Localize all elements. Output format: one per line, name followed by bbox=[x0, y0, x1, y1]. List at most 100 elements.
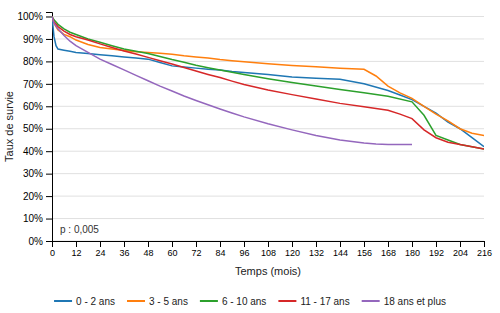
y-tick-label: 90% bbox=[23, 34, 43, 45]
x-tick-label: 180 bbox=[405, 248, 420, 258]
legend-item: 3 - 5 ans bbox=[127, 296, 188, 307]
y-tick: 40% bbox=[23, 146, 52, 157]
legend-swatch bbox=[362, 300, 380, 302]
x-tick-mark bbox=[196, 241, 197, 247]
legend: 0 - 2 ans 3 - 5 ans 6 - 10 ans 11 - 17 ans 1… bbox=[54, 296, 446, 307]
x-tick: 144 bbox=[333, 241, 348, 258]
x-tick-mark bbox=[460, 241, 461, 247]
x-tick-label: 216 bbox=[477, 248, 492, 258]
x-tick-label: 204 bbox=[453, 248, 468, 258]
x-tick-label: 72 bbox=[191, 248, 201, 258]
x-axis-line bbox=[53, 242, 485, 248]
y-tick-mark bbox=[46, 196, 52, 197]
series-line bbox=[52, 16, 484, 135]
y-tick-mark bbox=[46, 219, 52, 220]
x-tick: 132 bbox=[309, 241, 324, 258]
grid-line bbox=[52, 106, 484, 107]
x-tick-label: 24 bbox=[95, 248, 105, 258]
x-tick: 60 bbox=[167, 241, 177, 258]
legend-swatch bbox=[54, 300, 72, 302]
x-tick-label: 168 bbox=[381, 248, 396, 258]
x-tick-mark bbox=[484, 241, 485, 247]
x-tick-label: 60 bbox=[167, 248, 177, 258]
y-tick: 70% bbox=[23, 79, 52, 90]
grid-line bbox=[52, 16, 484, 17]
x-tick: 0 bbox=[50, 241, 55, 258]
x-tick: 108 bbox=[261, 241, 276, 258]
x-tick-mark bbox=[364, 241, 365, 247]
x-tick: 12 bbox=[71, 241, 81, 258]
grid-line bbox=[52, 128, 484, 129]
legend-item: 18 ans et plus bbox=[362, 296, 446, 307]
legend-swatch bbox=[278, 300, 296, 302]
y-tick: 20% bbox=[23, 191, 52, 202]
x-tick: 72 bbox=[191, 241, 201, 258]
grid-line bbox=[52, 196, 484, 197]
grid-line bbox=[52, 61, 484, 62]
x-tick-mark bbox=[76, 241, 77, 247]
y-tick-mark bbox=[46, 174, 52, 175]
y-tick-mark bbox=[46, 151, 52, 152]
x-tick-mark bbox=[148, 241, 149, 247]
y-tick-mark bbox=[46, 241, 52, 242]
x-tick-mark bbox=[292, 241, 293, 247]
series-line bbox=[52, 16, 412, 144]
x-tick: 180 bbox=[405, 241, 420, 258]
legend-item: 6 - 10 ans bbox=[200, 296, 266, 307]
x-axis: 0122436486072849610812013214415616818019… bbox=[50, 241, 492, 258]
legend-swatch bbox=[127, 300, 145, 302]
y-tick: 80% bbox=[23, 56, 52, 67]
x-tick: 156 bbox=[357, 241, 372, 258]
x-tick-label: 36 bbox=[119, 248, 129, 258]
x-tick-label: 84 bbox=[215, 248, 225, 258]
legend-item: 0 - 2 ans bbox=[54, 296, 115, 307]
series-line bbox=[52, 16, 484, 148]
x-tick-label: 48 bbox=[143, 248, 153, 258]
y-tick-label: 60% bbox=[23, 101, 43, 112]
y-tick-mark bbox=[46, 61, 52, 62]
x-tick-mark bbox=[100, 241, 101, 247]
x-tick-mark bbox=[268, 241, 269, 247]
x-axis-title: Temps (mois) bbox=[235, 265, 301, 277]
y-axis: 0%10%20%30%40%50%60%70%80%90%100% bbox=[17, 11, 52, 247]
x-tick-label: 96 bbox=[239, 248, 249, 258]
x-tick-mark bbox=[124, 241, 125, 247]
grid-line bbox=[52, 173, 484, 174]
x-tick-mark bbox=[244, 241, 245, 247]
x-tick-label: 144 bbox=[333, 248, 348, 258]
y-tick-label: 0% bbox=[29, 236, 44, 247]
x-tick-mark bbox=[412, 241, 413, 247]
y-tick: 90% bbox=[23, 34, 52, 45]
annotation: p : 0,005 bbox=[60, 224, 99, 235]
x-tick-label: 120 bbox=[285, 248, 300, 258]
y-tick-label: 20% bbox=[23, 191, 43, 202]
series-line bbox=[52, 16, 484, 148]
legend-swatch bbox=[200, 300, 218, 302]
grid-line bbox=[52, 83, 484, 84]
y-tick-label: 80% bbox=[23, 56, 43, 67]
x-tick-mark bbox=[316, 241, 317, 247]
legend-label: 3 - 5 ans bbox=[149, 296, 188, 307]
grid-line bbox=[52, 38, 484, 39]
y-tick-mark bbox=[46, 39, 52, 40]
y-axis-title: Taux de survie bbox=[3, 91, 15, 162]
y-tick-label: 50% bbox=[23, 123, 43, 134]
x-tick: 96 bbox=[239, 241, 249, 258]
y-tick: 10% bbox=[23, 213, 52, 224]
x-tick: 48 bbox=[143, 241, 153, 258]
x-tick: 204 bbox=[453, 241, 468, 258]
x-tick-mark bbox=[436, 241, 437, 247]
grid bbox=[52, 16, 484, 241]
grid-line bbox=[52, 151, 484, 152]
x-tick: 36 bbox=[119, 241, 129, 258]
y-tick-label: 70% bbox=[23, 79, 43, 90]
x-tick: 84 bbox=[215, 241, 225, 258]
chart: 0122436486072849610812013214415616818019… bbox=[0, 0, 500, 313]
x-tick-label: 0 bbox=[50, 248, 55, 258]
legend-item: 11 - 17 ans bbox=[278, 296, 349, 307]
y-tick-label: 100% bbox=[17, 11, 43, 22]
x-tick-label: 132 bbox=[309, 248, 324, 258]
y-tick-label: 10% bbox=[23, 213, 43, 224]
y-axis-line bbox=[46, 13, 53, 242]
plot-area: 0122436486072849610812013214415616818019… bbox=[17, 11, 492, 258]
